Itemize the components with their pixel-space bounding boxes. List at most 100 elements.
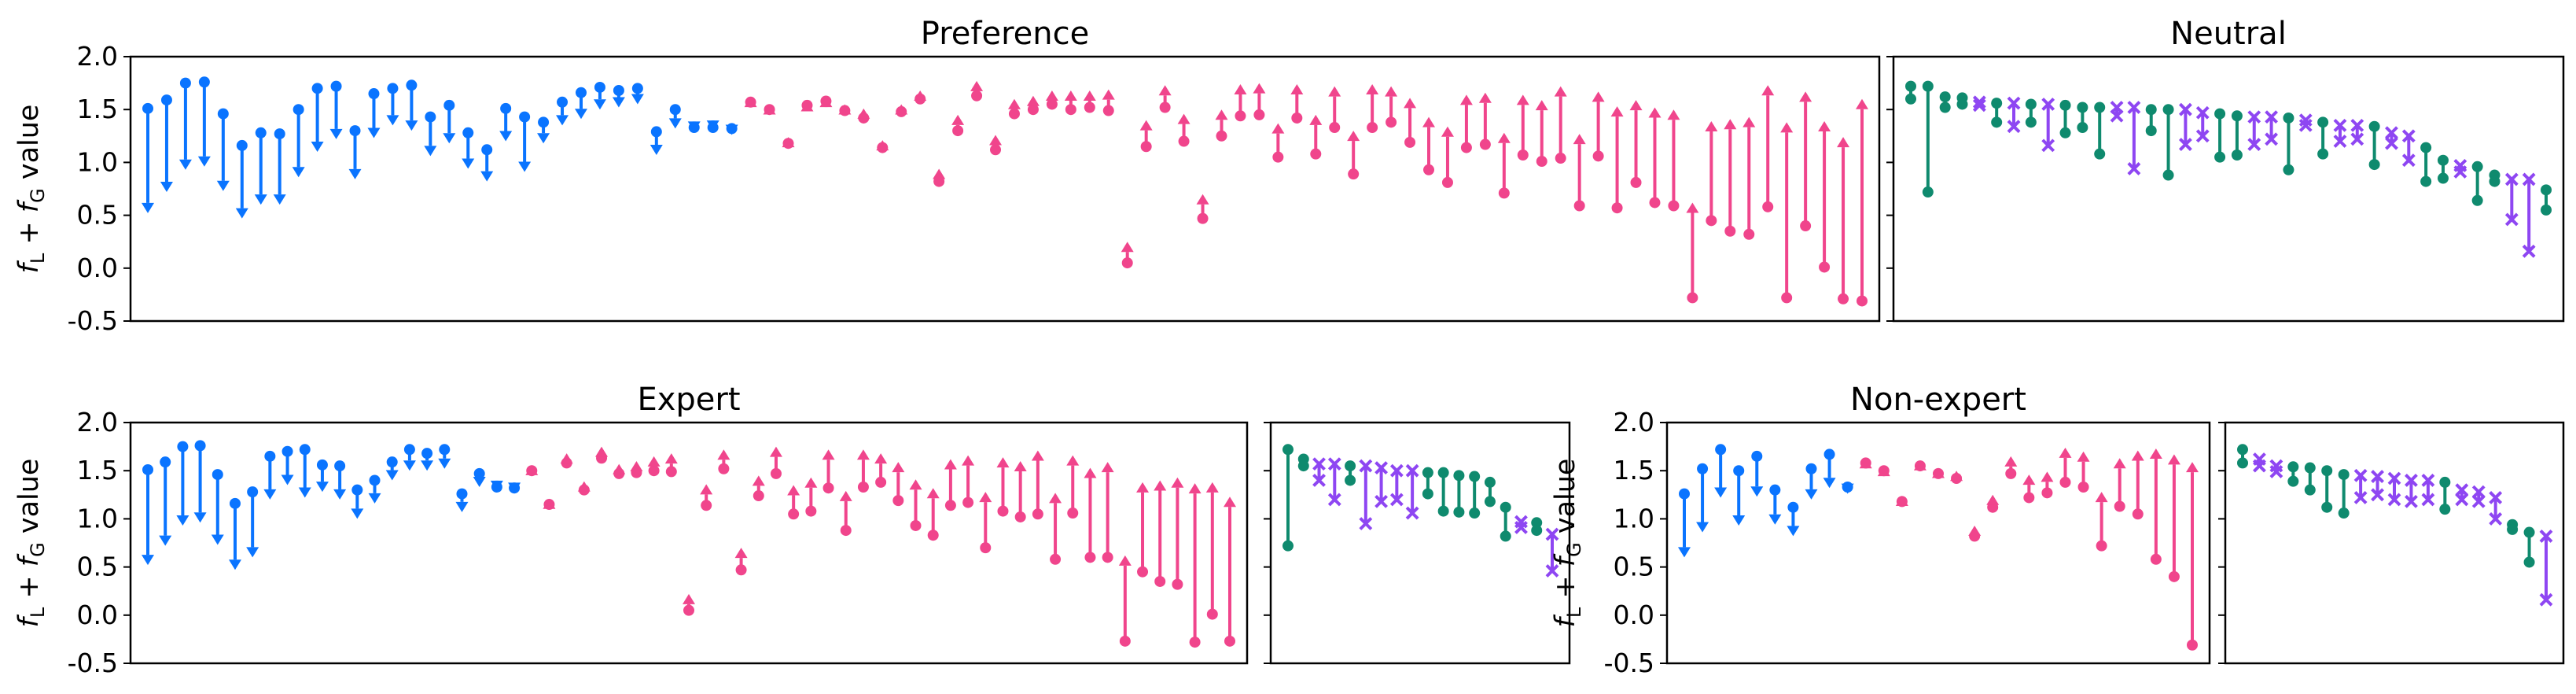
end-dot xyxy=(2420,142,2432,153)
data-point-decrease xyxy=(1678,488,1691,558)
arrow-head xyxy=(292,167,305,178)
start-dot xyxy=(1046,98,1058,110)
end-dot xyxy=(1500,501,1511,513)
end-dot xyxy=(1905,93,1916,105)
start-dot xyxy=(456,488,468,500)
arrow-head xyxy=(2167,454,2180,465)
data-point-x-marker xyxy=(2253,452,2266,473)
end-dot xyxy=(2507,523,2519,535)
data-point-increase xyxy=(752,475,765,502)
start-dot xyxy=(952,125,964,137)
data-point-x-marker xyxy=(2489,491,2503,526)
data-point-decrease xyxy=(142,463,154,566)
data-point-increase xyxy=(1799,91,1812,232)
data-point-dot-marker xyxy=(2237,444,2248,469)
x-marker xyxy=(2489,491,2503,504)
x-marker xyxy=(1359,517,1373,530)
start-dot xyxy=(1253,109,1265,120)
data-point-increase xyxy=(1347,131,1360,180)
y-tick-label: 1.5 xyxy=(77,455,118,485)
x-marker xyxy=(2522,172,2536,186)
data-point-increase xyxy=(664,453,678,478)
end-dot xyxy=(2523,556,2535,568)
arrow-head xyxy=(480,171,494,182)
data-point-x-marker xyxy=(2353,468,2368,504)
arrow-head xyxy=(892,462,905,473)
y-axis-label: fL + fG value xyxy=(13,459,49,628)
arrow-head xyxy=(1932,467,1945,478)
data-point-increase xyxy=(2131,450,2144,520)
arrow-head xyxy=(348,168,362,179)
data-point-decrease xyxy=(292,104,305,178)
start-dot xyxy=(1027,104,1039,116)
data-point-dot-marker xyxy=(2420,142,2432,187)
arrow-head xyxy=(1188,483,1202,494)
arrow-head xyxy=(1805,489,1818,500)
data-point-increase xyxy=(2004,456,2018,479)
arrow-head xyxy=(1573,134,1586,145)
data-point-dot-marker xyxy=(1345,460,1356,486)
arrow-head xyxy=(933,168,946,179)
data-point-increase xyxy=(1686,202,1699,304)
arrow-head xyxy=(1856,98,1868,109)
arrow-head xyxy=(1045,90,1058,102)
arrow-head xyxy=(1516,94,1529,105)
data-point-decrease xyxy=(329,80,343,139)
data-point-increase xyxy=(1154,480,1167,587)
chart-title: Expert xyxy=(637,382,740,418)
data-point-decrease xyxy=(490,480,503,493)
end-dot xyxy=(2317,148,2329,160)
data-point-decrease xyxy=(333,460,347,500)
end-dot xyxy=(1922,186,1934,198)
arrow-head xyxy=(1823,478,1836,489)
arrow-head xyxy=(462,158,475,169)
data-point-dot-marker xyxy=(2077,102,2088,134)
data-point-increase xyxy=(1171,477,1184,590)
x-marker xyxy=(2522,244,2536,258)
data-point-decrease xyxy=(650,126,663,155)
end-dot xyxy=(1991,116,2003,128)
data-point-dot-marker xyxy=(1956,92,1968,110)
end-dot xyxy=(1531,525,1543,537)
data-point-x-marker xyxy=(1359,459,1373,530)
data-point-x-marker xyxy=(2265,110,2279,146)
arrow-head xyxy=(142,202,154,213)
start-dot xyxy=(247,486,259,498)
end-dot xyxy=(1282,444,1294,456)
y-tick-label: 1.0 xyxy=(77,503,118,533)
data-point-x-marker xyxy=(2247,110,2261,151)
start-dot xyxy=(805,505,817,517)
start-dot xyxy=(462,127,474,138)
start-dot xyxy=(2150,553,2162,565)
arrow-head xyxy=(1064,90,1077,102)
data-point-dot-marker xyxy=(1991,98,2003,128)
arrow-head xyxy=(333,489,347,500)
start-dot xyxy=(386,456,398,468)
start-dot xyxy=(1498,187,1510,199)
start-dot xyxy=(179,77,191,89)
data-point-decrease xyxy=(216,108,230,191)
start-dot xyxy=(1823,449,1835,460)
end-dot xyxy=(2214,108,2226,120)
end-dot xyxy=(1939,102,1951,113)
arrow-head xyxy=(351,508,364,519)
end-dot xyxy=(2437,172,2449,184)
x-marker xyxy=(2539,592,2553,607)
data-point-dot-marker xyxy=(2231,110,2243,161)
data-point-decrease xyxy=(1732,465,1746,526)
end-dot xyxy=(1531,517,1543,529)
data-point-increase xyxy=(944,459,957,511)
start-dot xyxy=(406,79,418,91)
data-point-increase xyxy=(763,104,776,116)
data-point-increase xyxy=(1066,455,1080,519)
arrow-head xyxy=(1841,483,1854,494)
arrow-head xyxy=(254,194,267,205)
x-marker xyxy=(2453,165,2467,179)
data-point-decrease xyxy=(455,488,469,512)
arrow-head xyxy=(263,489,277,500)
data-point-decrease xyxy=(612,85,625,108)
end-dot xyxy=(1345,460,1356,472)
start-dot xyxy=(997,505,1009,517)
data-point-dot-marker xyxy=(1422,467,1433,500)
data-point-increase xyxy=(630,460,643,478)
